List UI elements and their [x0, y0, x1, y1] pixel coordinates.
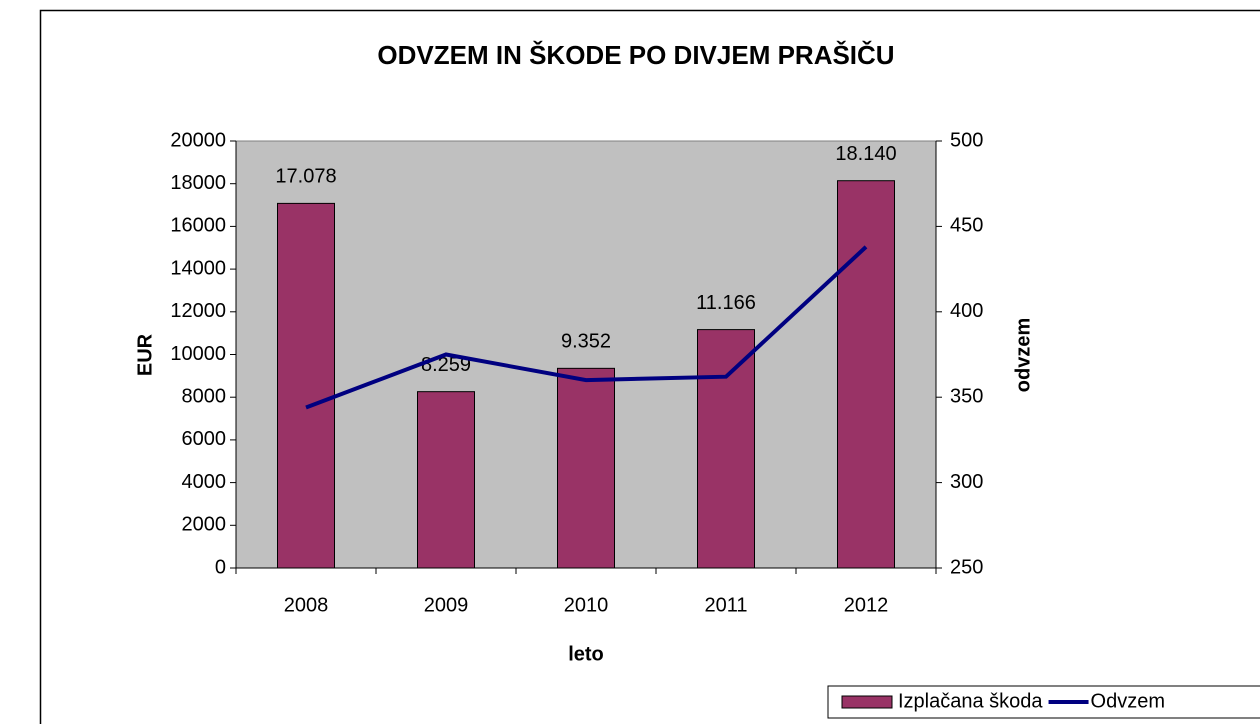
bar — [557, 367, 615, 569]
legend-label: Izplačana škoda — [898, 690, 1043, 712]
y-tick-label: 4000 — [182, 471, 227, 493]
x-tick-label: 2010 — [564, 594, 609, 616]
data-label: 11.166 — [696, 292, 756, 314]
data-label: 18.140 — [835, 143, 896, 165]
y2-tick-label: 350 — [950, 385, 983, 407]
y-tick-label: 6000 — [182, 428, 227, 450]
y2-tick-label: 400 — [950, 300, 983, 322]
y-tick-label: 12000 — [170, 300, 226, 322]
chart-title: ODVZEM IN ŠKODE PO DIVJEM PRAŠIČU — [377, 40, 894, 70]
y2-tick-label: 450 — [950, 215, 983, 237]
y-tick-label: 20000 — [170, 129, 226, 151]
y2-tick-label: 300 — [950, 471, 983, 493]
x-tick-label: 2008 — [284, 594, 329, 616]
x-tick-label: 2009 — [424, 594, 469, 616]
x-tick-label: 2011 — [704, 594, 747, 616]
x-tick-label: 2012 — [844, 594, 889, 616]
bar — [277, 202, 335, 569]
y2-tick-label: 500 — [950, 129, 983, 151]
legend-swatch — [841, 695, 893, 709]
y-tick-label: 0 — [215, 556, 226, 578]
x-axis-title: leto — [568, 643, 604, 665]
line — [305, 245, 868, 410]
legend — [827, 685, 1260, 719]
y-tick-label: 2000 — [182, 514, 227, 536]
data-label: 17.078 — [275, 166, 336, 188]
y2-tick-label: 250 — [950, 556, 983, 578]
y-axis-title: EUR — [134, 333, 156, 376]
y-tick-label: 18000 — [170, 172, 226, 194]
bar — [837, 180, 895, 569]
y2-axis-title: odvzem — [1012, 318, 1034, 392]
data-label: 9.352 — [561, 331, 611, 353]
y-tick-label: 8000 — [182, 385, 227, 407]
y-tick-label: 16000 — [170, 215, 226, 237]
y-tick-label: 14000 — [170, 257, 226, 279]
legend-label: Odvzem — [1091, 690, 1165, 712]
bar — [417, 391, 475, 569]
bar — [697, 329, 755, 569]
y-tick-label: 10000 — [170, 343, 226, 365]
